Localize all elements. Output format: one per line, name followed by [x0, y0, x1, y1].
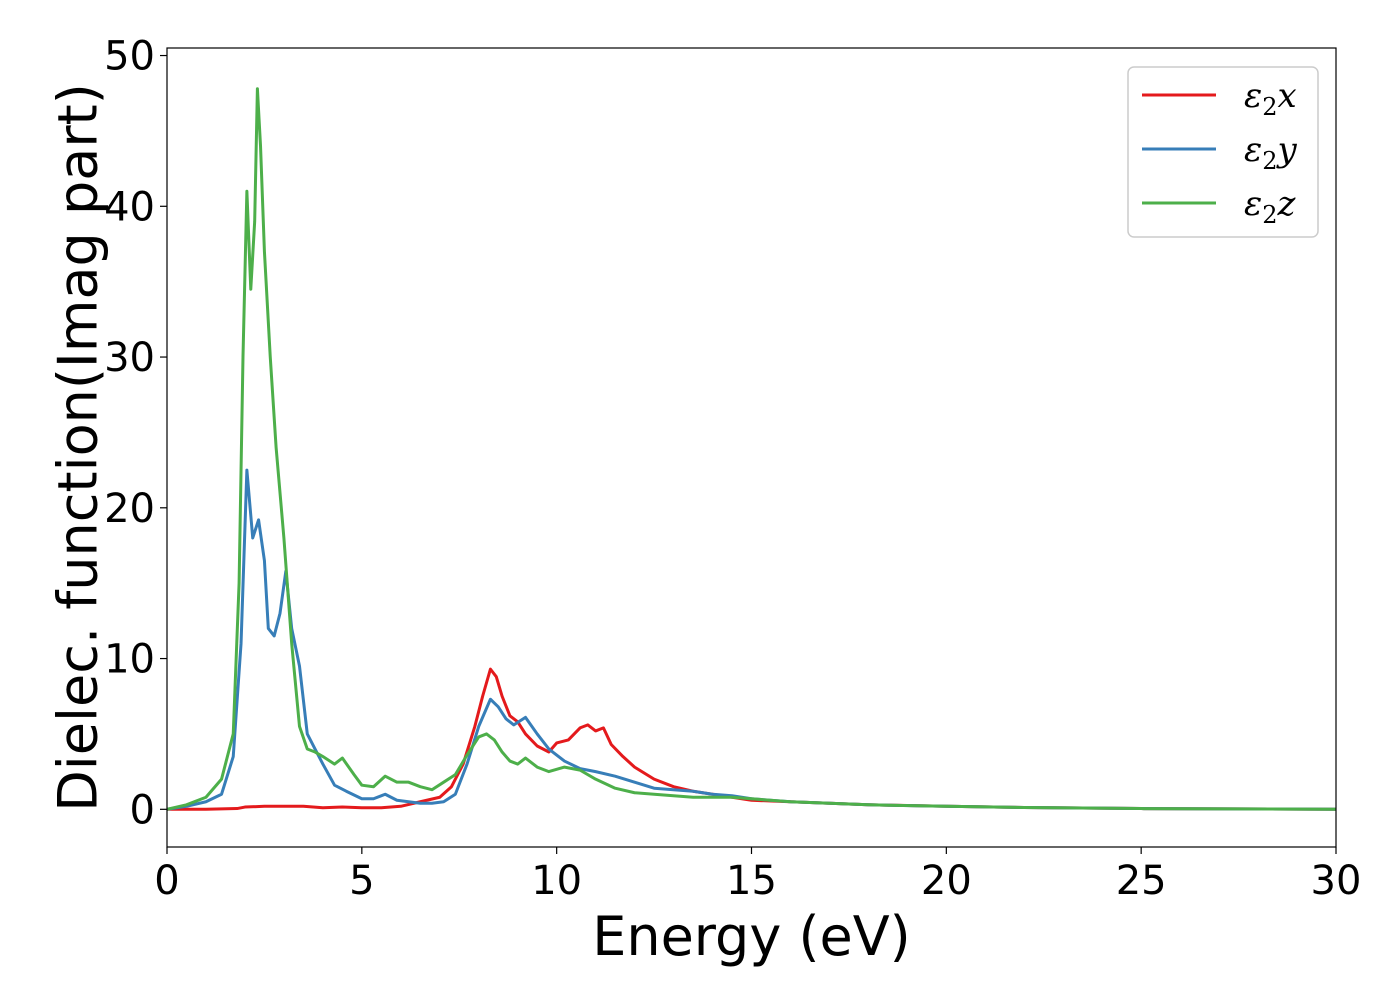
y-tick-label: 30 — [104, 335, 155, 381]
series-line-y — [167, 468, 1336, 811]
x-tick-label: 20 — [921, 858, 972, 904]
legend-label-z: ε2z — [1244, 184, 1297, 229]
x-axis-title: Energy (eV) — [592, 905, 911, 968]
x-tick-label: 30 — [1311, 858, 1362, 904]
y-tick-label: 0 — [130, 787, 155, 833]
legend-box — [1127, 66, 1319, 238]
series-line-z — [167, 87, 1336, 811]
x-tick-label: 10 — [531, 858, 582, 904]
x-tick-label: 5 — [349, 858, 374, 904]
y-axis: 0 10 20 30 40 50 — [104, 34, 167, 833]
legend: ε2x ε2y ε2z — [1127, 66, 1319, 238]
plot-area — [166, 47, 1337, 848]
legend-label-x: ε2x — [1244, 76, 1297, 121]
legend-label-y: ε2y — [1244, 130, 1298, 175]
series-group — [167, 87, 1336, 811]
x-tick-label: 0 — [154, 858, 179, 904]
series-line-x — [167, 667, 1336, 811]
x-tick-label: 15 — [726, 858, 777, 904]
y-tick-label: 10 — [104, 637, 155, 683]
y-tick-label: 50 — [104, 34, 155, 80]
x-tick-label: 25 — [1116, 858, 1167, 904]
y-tick-label: 20 — [104, 486, 155, 532]
x-axis: 0 5 10 15 20 25 30 — [154, 847, 1361, 904]
y-tick-label: 40 — [104, 184, 155, 230]
y-axis-title: Dielec. function(Imag part) — [47, 83, 110, 812]
